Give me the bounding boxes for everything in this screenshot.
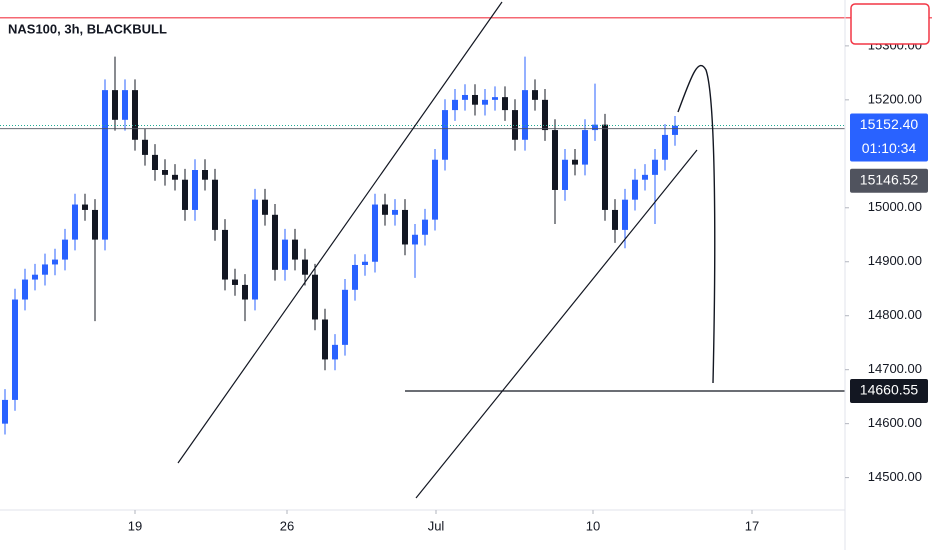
candle-body — [642, 174, 648, 180]
candle-body — [192, 170, 198, 210]
candle-body — [222, 229, 228, 280]
candle-body — [372, 204, 378, 262]
target-box — [850, 378, 928, 403]
candle-body — [262, 199, 268, 215]
y-tick-label: 15000.00 — [868, 199, 922, 214]
candle-body — [362, 261, 368, 265]
candle-body — [92, 209, 98, 240]
candle-body — [432, 159, 438, 220]
candle-body — [102, 90, 108, 240]
candle-body — [42, 264, 48, 275]
candle-body — [32, 274, 38, 280]
x-tick-label: 17 — [745, 518, 759, 533]
candle-body — [632, 179, 638, 200]
candle-body — [212, 179, 218, 230]
candle-body — [512, 110, 518, 140]
candle-body — [662, 134, 668, 160]
candle-body — [592, 124, 598, 131]
candle-body — [542, 99, 548, 131]
candle-body — [462, 94, 468, 100]
y-tick-label: 14700.00 — [868, 361, 922, 376]
candle-body — [292, 239, 298, 260]
y-tick-label: 14500.00 — [868, 469, 922, 484]
candle-body — [342, 289, 348, 345]
candle-body — [2, 399, 8, 424]
alert-box — [850, 3, 930, 45]
last-price-label: 15152.40 — [860, 116, 919, 132]
last-price-box — [850, 113, 928, 162]
candle-body — [612, 209, 618, 230]
candle-body — [202, 170, 208, 180]
candle-body — [12, 299, 18, 400]
candle-body — [162, 170, 168, 175]
channel-line — [177, 1, 503, 464]
candle-body — [52, 259, 58, 265]
candle-body — [22, 279, 28, 300]
candle-body — [522, 90, 528, 140]
channel-line — [415, 149, 698, 499]
y-tick-label: 14900.00 — [868, 253, 922, 268]
candle-body — [652, 159, 658, 175]
y-tick-label: 14800.00 — [868, 307, 922, 322]
chart-title: NAS100, 3h, BLACKBULL — [8, 21, 167, 36]
candle-body — [492, 97, 498, 100]
candle-body — [672, 125, 678, 135]
candle-body — [302, 259, 308, 275]
candle-body — [382, 204, 388, 215]
candle-body — [602, 124, 608, 210]
x-tick-label: 26 — [280, 518, 294, 533]
target-label: 14660.55 — [860, 382, 919, 398]
x-tick-label: Jul — [428, 518, 445, 533]
candle-body — [312, 274, 318, 320]
prev-price-label: 15146.52 — [860, 171, 919, 187]
candle-body — [552, 130, 558, 190]
y-tick-label: 14600.00 — [868, 415, 922, 430]
prev-price-box — [850, 168, 928, 193]
candle-body — [392, 209, 398, 215]
candle-body — [402, 209, 408, 245]
candle-body — [122, 90, 128, 120]
candle-body — [82, 204, 88, 210]
x-tick-label: 19 — [128, 518, 142, 533]
candle-body — [422, 219, 428, 235]
x-tick-label: 10 — [586, 518, 600, 533]
candle-body — [582, 130, 588, 165]
countdown-label: 01:10:34 — [862, 140, 917, 156]
candle-body — [112, 90, 118, 120]
projection-arc — [677, 64, 716, 384]
candle-body — [232, 279, 238, 285]
candle-body — [132, 90, 138, 140]
candle-body — [332, 344, 338, 360]
candle-body — [182, 179, 188, 210]
candle-body — [172, 174, 178, 180]
candle-body — [472, 94, 478, 105]
candle-body — [322, 319, 328, 360]
candle-body — [282, 239, 288, 270]
candle-body — [622, 199, 628, 230]
candle-body — [452, 99, 458, 111]
candle-body — [252, 199, 258, 300]
candle-body — [502, 97, 508, 111]
candle-body — [412, 234, 418, 245]
candle-body — [72, 204, 78, 240]
candle-body — [152, 154, 158, 170]
candle-body — [562, 159, 568, 190]
candle-body — [352, 264, 358, 290]
candle-body — [242, 284, 248, 300]
candle-body — [142, 139, 148, 155]
candle-body — [572, 159, 578, 165]
candle-body — [482, 99, 488, 105]
candle-body — [442, 110, 448, 160]
candle-body — [62, 239, 68, 260]
plot — [0, 17, 932, 435]
candle-body — [272, 214, 278, 270]
candle-body — [532, 90, 538, 100]
y-tick-label: 15200.00 — [868, 91, 922, 106]
